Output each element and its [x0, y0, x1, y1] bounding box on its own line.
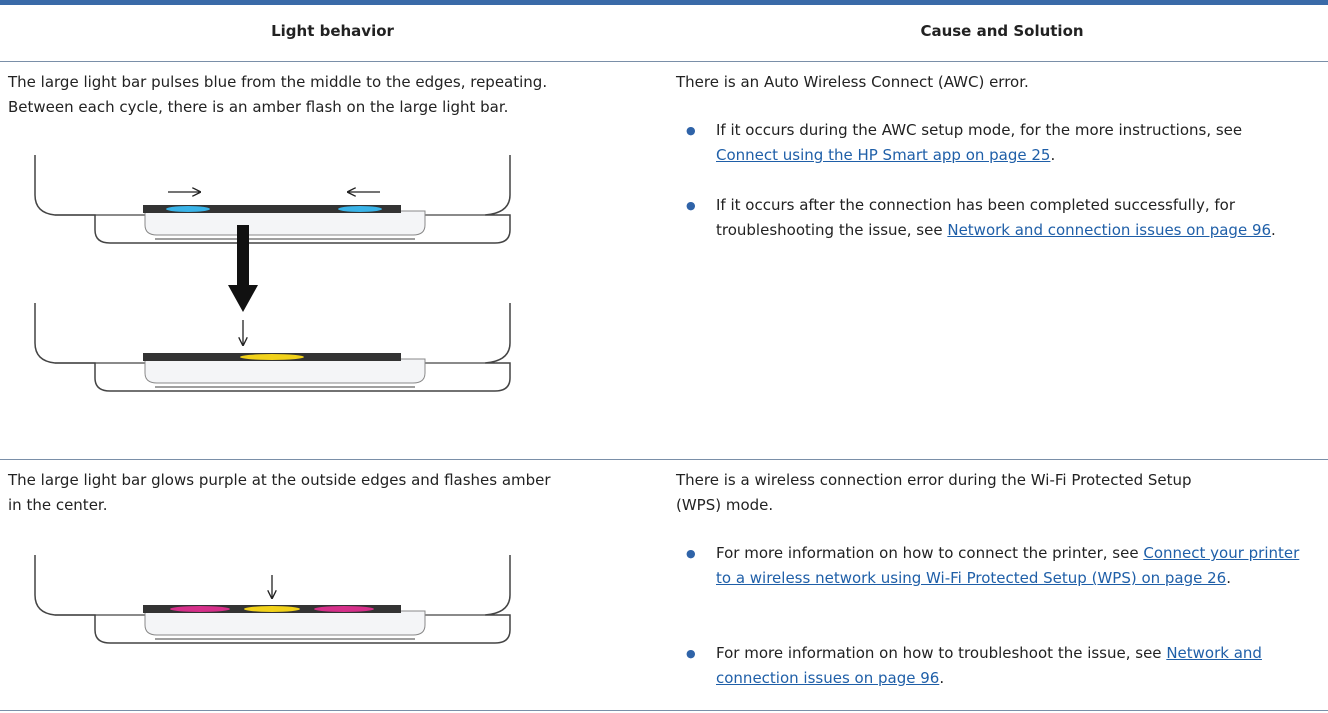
text: .: [1050, 146, 1056, 164]
header: Light behavior: [271, 22, 394, 40]
text: .: [939, 669, 945, 687]
rule: [0, 459, 1328, 460]
printer-illustration: [34, 154, 511, 392]
rule: [0, 710, 1328, 711]
header: Cause and Solution: [920, 22, 1084, 40]
link[interactable]: Connect your printer to a wireless netwo…: [716, 544, 1300, 587]
cause: There is a wireless connection error dur…: [676, 468, 1192, 518]
text: Between each cycle, there is an amber fl…: [8, 98, 509, 116]
printer-illustration: [34, 554, 511, 644]
light: [314, 606, 374, 612]
light: [240, 354, 304, 360]
text: There is an Auto Wireless Connect (AWC) …: [676, 73, 1029, 91]
light: [170, 606, 230, 612]
link[interactable]: Connect using the HP Smart app on page 2…: [716, 146, 1051, 164]
text: For more information on how to troublesh…: [716, 644, 1167, 662]
link[interactable]: Network and connection issues on page 96: [947, 221, 1272, 239]
cause: There is an Auto Wireless Connect (AWC) …: [676, 70, 1029, 95]
big-arrow: [228, 225, 258, 312]
printer: [34, 554, 511, 644]
behavior: The large light bar glows purple at the …: [8, 468, 551, 518]
light: [244, 606, 300, 612]
light: [338, 206, 382, 212]
text: For more information on how to connect t…: [716, 544, 1144, 562]
bullet: For more information on how to connect t…: [686, 541, 1306, 591]
top-rule: [0, 0, 1328, 5]
text: in the center.: [8, 496, 108, 514]
bullet: If it occurs after the connection has be…: [686, 193, 1306, 243]
printer: [34, 154, 511, 244]
link[interactable]: Network and connection issues on page 96: [716, 644, 1262, 687]
text: .: [1271, 221, 1276, 239]
text: .: [1226, 569, 1232, 587]
text: If it occurs after the connection has be…: [716, 196, 1235, 239]
text: If it occurs during the AWC setup mode, …: [716, 121, 1243, 139]
printer: [34, 302, 511, 392]
text: There is a wireless connection error dur…: [676, 471, 1192, 489]
text: The large light bar glows purple at the …: [8, 471, 551, 489]
light: [166, 206, 210, 212]
bullet: For more information on how to troublesh…: [686, 641, 1306, 691]
bullet: If it occurs during the AWC setup mode, …: [686, 118, 1306, 168]
behavior: The large light bar pulses blue from the…: [8, 70, 547, 120]
text: The large light bar pulses blue from the…: [8, 73, 548, 91]
text: (WPS) mode.: [676, 496, 774, 514]
rule: [0, 61, 1328, 62]
